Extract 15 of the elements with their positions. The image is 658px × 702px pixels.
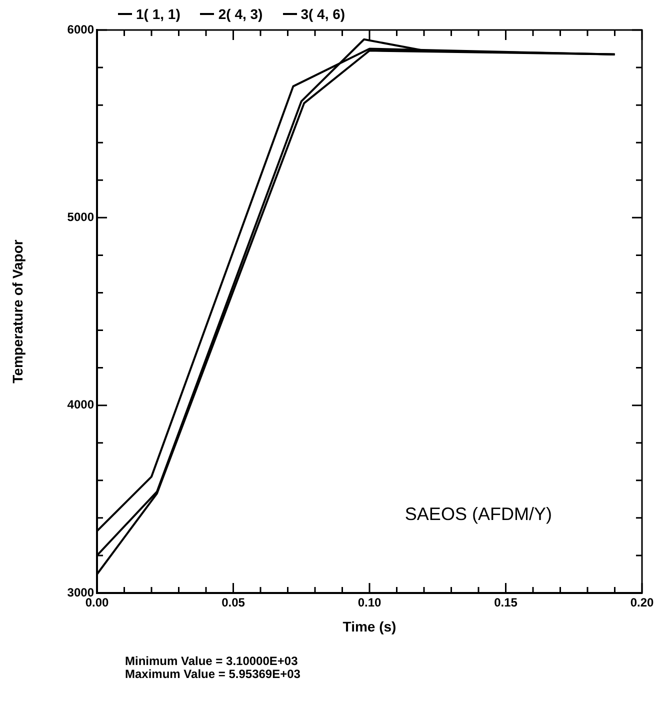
x-tick-label: 0.15 xyxy=(494,596,518,610)
y-tick-label: 6000 xyxy=(67,22,94,36)
x-tick-label: 0.05 xyxy=(222,596,246,610)
x-axis-title: Time (s) xyxy=(342,618,396,634)
legend-label: 2( 4, 3) xyxy=(218,6,263,22)
text: Maximum Value = 5.95369E+03 xyxy=(125,667,300,681)
y-axis-title: Temperature of Vapor xyxy=(9,239,26,384)
y-tick-label: 4000 xyxy=(67,398,94,412)
x-tick-label: 0.10 xyxy=(358,596,382,610)
y-tick-label: 5000 xyxy=(67,210,94,224)
text: Minimum Value = 3.10000E+03 xyxy=(125,654,299,668)
legend-label: 3( 4, 6) xyxy=(300,6,346,22)
annotation: SAEOS (AFDM/Y) xyxy=(404,504,552,524)
legend-label: 1( 1, 1) xyxy=(136,6,180,22)
x-tick-label: 0.20 xyxy=(630,596,654,610)
